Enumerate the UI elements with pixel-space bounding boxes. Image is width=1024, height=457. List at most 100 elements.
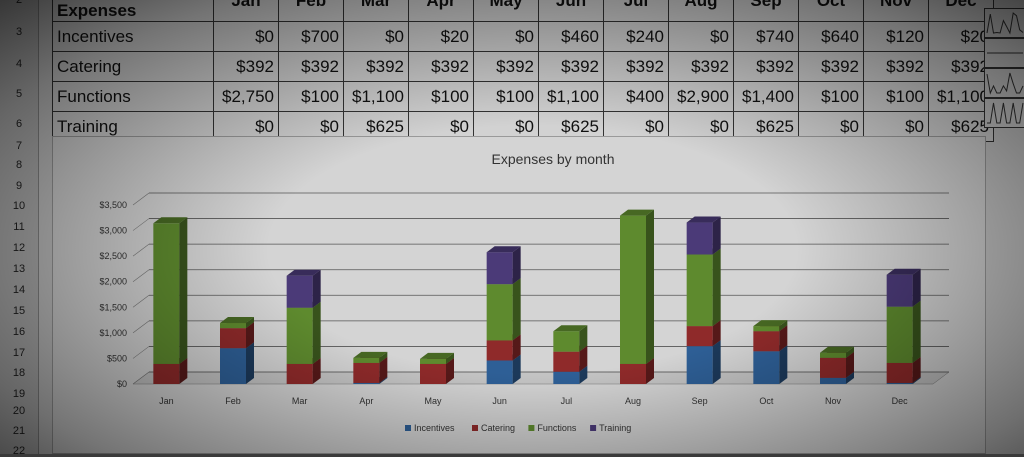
bar-segment[interactable] <box>620 209 654 364</box>
table-cell[interactable]: $392 <box>473 51 539 82</box>
table-cell[interactable]: $0 <box>473 21 539 52</box>
bar-segment[interactable] <box>553 325 588 352</box>
table-header-month[interactable]: Mar <box>343 0 409 22</box>
table-header-month[interactable]: Oct <box>798 0 864 22</box>
row-number[interactable]: 10 <box>12 200 26 212</box>
sparkline-cell[interactable] <box>984 68 1024 98</box>
table-cell[interactable]: $392 <box>733 51 799 82</box>
table-cell[interactable]: $640 <box>798 21 864 52</box>
row-number[interactable]: 3 <box>15 26 23 38</box>
x-tick-label: Oct <box>759 396 774 406</box>
row-number[interactable]: 8 <box>15 159 23 171</box>
row-number[interactable]: 13 <box>12 263 26 275</box>
row-number[interactable]: 16 <box>12 326 26 338</box>
table-cell[interactable]: $120 <box>863 21 929 52</box>
bar-segment[interactable] <box>686 248 721 327</box>
table-row: Catering $392 $392 $392 $392 $392 $392 $392 $392… <box>52 51 994 82</box>
table-header-month[interactable]: Nov <box>863 0 929 22</box>
chart-title: Expenses by month <box>492 151 615 167</box>
sparkline-cell[interactable] <box>984 98 1024 128</box>
table-cell[interactable]: $2,900 <box>668 81 734 112</box>
table-header-month[interactable]: Sep <box>733 0 799 22</box>
bar-front <box>753 331 780 352</box>
bar-front <box>886 382 913 384</box>
table-cell[interactable]: $100 <box>408 81 474 112</box>
row-number[interactable]: 12 <box>12 242 26 254</box>
table-header-month[interactable]: Jan <box>213 0 279 22</box>
bar-front <box>753 326 780 332</box>
table-cell[interactable]: $100 <box>278 81 344 112</box>
table-header-month[interactable]: Jun <box>538 0 604 22</box>
row-label[interactable]: Catering <box>52 51 214 82</box>
row-label[interactable]: Incentives <box>52 21 214 52</box>
table-cell[interactable]: $460 <box>538 21 604 52</box>
bar-front <box>753 351 780 384</box>
table-cell[interactable]: $392 <box>408 51 474 82</box>
row-number[interactable]: 19 <box>12 388 26 400</box>
table-cell[interactable]: $392 <box>538 51 604 82</box>
row-number[interactable]: 7 <box>15 140 23 152</box>
table-header-month[interactable]: Apr <box>408 0 474 22</box>
chart-area[interactable]: Expenses by month $0 $500 $1,000 $1,500 $2,00… <box>52 136 986 454</box>
row-number[interactable]: 5 <box>15 88 23 100</box>
row-number[interactable]: 21 <box>12 425 26 437</box>
table-header-month[interactable]: Jul <box>603 0 669 22</box>
row-number[interactable]: 14 <box>12 284 26 296</box>
table-cell[interactable]: $392 <box>863 51 929 82</box>
row-number[interactable]: 11 <box>13 221 25 233</box>
table-cell[interactable]: $400 <box>603 81 669 112</box>
table-cell[interactable]: $1,100 <box>343 81 409 112</box>
table-cell[interactable]: $740 <box>733 21 799 52</box>
row-number[interactable]: 20 <box>12 405 26 417</box>
row-number[interactable]: 22 <box>12 445 26 457</box>
table-header-month[interactable]: May <box>473 0 539 22</box>
bar-segment[interactable] <box>686 216 721 255</box>
bar-segment[interactable] <box>686 340 721 384</box>
table-cell[interactable]: $392 <box>798 51 864 82</box>
bar-segment[interactable] <box>153 217 188 364</box>
bar-segment[interactable] <box>886 300 921 363</box>
table-cell[interactable]: $392 <box>278 51 344 82</box>
bar-front <box>153 223 180 364</box>
table-cell[interactable]: $392 <box>213 51 279 82</box>
x-tick-label: Mar <box>292 396 308 406</box>
bar-segment[interactable] <box>220 342 254 384</box>
bar-side <box>312 301 321 364</box>
table-cell[interactable]: $392 <box>343 51 409 82</box>
row-label[interactable]: Functions <box>52 81 214 112</box>
bar-segment[interactable] <box>486 246 521 285</box>
chart-legend[interactable]: Incentives Catering Functions Training <box>405 423 631 433</box>
table-cell[interactable]: $240 <box>603 21 669 52</box>
table-cell[interactable]: $20 <box>408 21 474 52</box>
row-number[interactable]: 18 <box>12 367 26 379</box>
table-cell[interactable]: $1,100 <box>538 81 604 112</box>
row-number[interactable]: 2 <box>15 0 23 6</box>
bar-front <box>153 363 180 384</box>
bar-segment[interactable] <box>886 268 921 307</box>
row-number[interactable]: 4 <box>15 58 23 70</box>
table-cell[interactable]: $100 <box>473 81 539 112</box>
table-cell[interactable]: $0 <box>343 21 409 52</box>
table-cell[interactable]: $100 <box>798 81 864 112</box>
table-cell[interactable]: $392 <box>668 51 734 82</box>
table-cell[interactable]: $100 <box>863 81 929 112</box>
table-cell[interactable]: $0 <box>668 21 734 52</box>
table-cell[interactable]: $392 <box>603 51 669 82</box>
row-number[interactable]: 17 <box>12 347 26 359</box>
table-cell[interactable]: $1,400 <box>733 81 799 112</box>
table-header-label[interactable]: Employee Expenses <box>52 0 214 22</box>
table-cell[interactable]: $0 <box>213 21 279 52</box>
table-cell[interactable]: $700 <box>278 21 344 52</box>
table-header-month[interactable]: Aug <box>668 0 734 22</box>
row-number[interactable]: 6 <box>15 118 23 130</box>
table-cell[interactable]: $2,750 <box>213 81 279 112</box>
bar-segment[interactable] <box>486 278 521 341</box>
y-tick-label: $0 <box>117 379 127 389</box>
row-number[interactable]: 15 <box>12 305 26 317</box>
table-header-month[interactable]: Feb <box>278 0 344 22</box>
bar-segment[interactable] <box>286 269 321 308</box>
row-number[interactable]: 9 <box>15 180 23 192</box>
sparkline-cell[interactable] <box>984 38 1024 68</box>
bar-segment[interactable] <box>286 301 321 364</box>
sparkline-cell[interactable] <box>984 8 1024 38</box>
